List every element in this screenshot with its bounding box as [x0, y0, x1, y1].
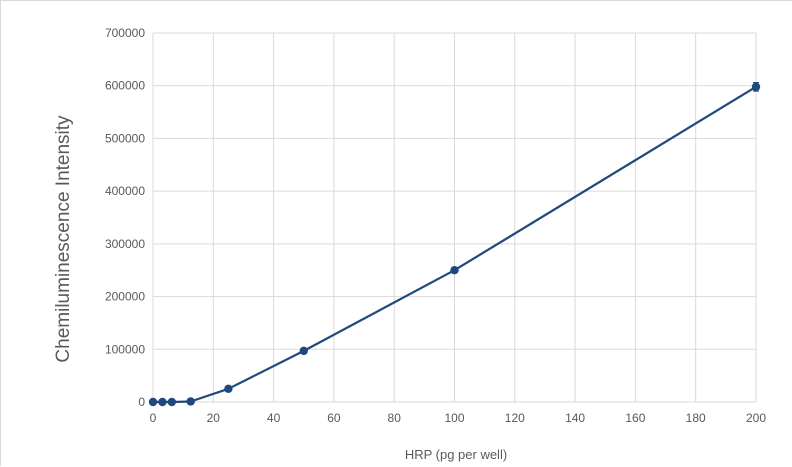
data-point-2 [167, 397, 177, 407]
x-tick-label-4: 80 [388, 411, 402, 425]
x-tick-label-7: 140 [565, 411, 585, 425]
y-tick-label-7: 700000 [105, 26, 145, 40]
y-tick-label-0: 0 [138, 395, 145, 409]
x-tick-label-0: 0 [150, 411, 157, 425]
y-tick-label-6: 600000 [105, 79, 145, 93]
x-tick-label-5: 100 [444, 411, 464, 425]
x-tick-label-6: 120 [505, 411, 525, 425]
y-tick-label-3: 300000 [105, 237, 145, 251]
x-tick-label-9: 180 [686, 411, 706, 425]
y-tick-label-1: 100000 [105, 342, 145, 356]
x-tick-label-1: 20 [207, 411, 221, 425]
data-point-1 [158, 397, 167, 407]
x-axis-title: HRP (pg per well) [405, 447, 507, 462]
axis-ticks: 0 100000 200000 300000 400000 500000 600000 700… [105, 26, 766, 425]
x-tick-label-3: 60 [327, 411, 341, 425]
data-point-5 [299, 346, 308, 356]
x-tick-label-2: 40 [267, 411, 281, 425]
data-point-7 [751, 82, 761, 91]
data-point-4 [224, 384, 233, 394]
series-layer [148, 81, 761, 407]
y-axis-title: Chemiluminescence Intensity [53, 115, 74, 363]
y-tick-label-5: 500000 [105, 131, 145, 145]
x-tick-label-10: 200 [746, 411, 766, 425]
data-point-3 [186, 397, 195, 406]
data-point-0 [148, 397, 158, 407]
data-point-6 [450, 266, 459, 275]
grid-lines [152, 32, 757, 403]
y-tick-label-4: 400000 [105, 184, 145, 198]
x-tick-label-8: 160 [625, 411, 645, 425]
y-tick-label-2: 200000 [105, 290, 145, 304]
